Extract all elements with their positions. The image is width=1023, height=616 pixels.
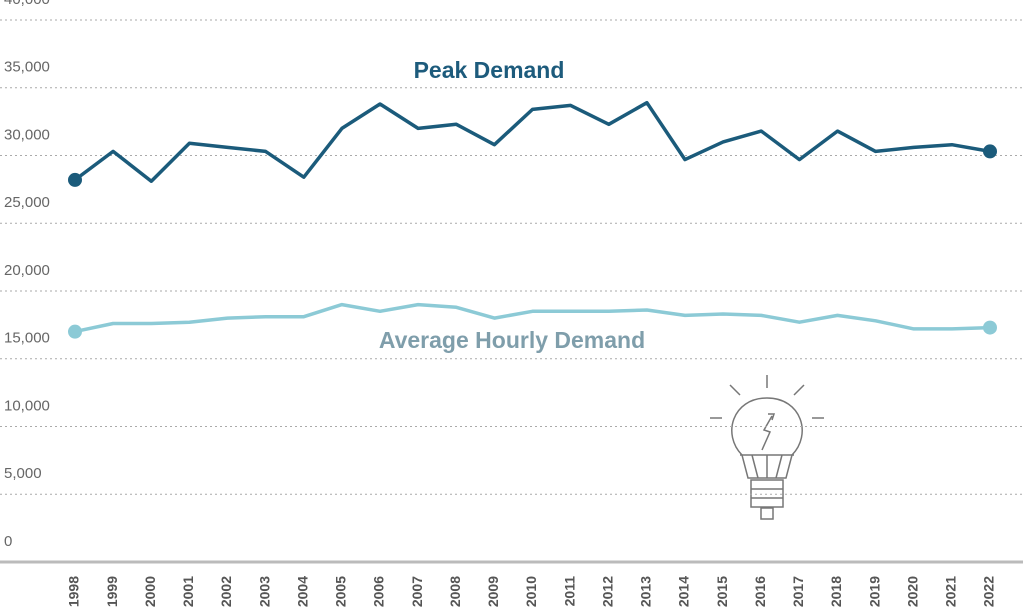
series-label: Peak Demand: [414, 57, 565, 83]
end-point: [983, 320, 997, 335]
y-tick-label: 25,000: [4, 194, 50, 211]
x-tick-label: 1998: [66, 576, 82, 607]
x-tick-label: 2021: [943, 576, 959, 607]
y-tick-label: 10,000: [4, 397, 50, 414]
y-tick-label: 35,000: [4, 59, 50, 76]
series-line: [74, 302, 991, 334]
x-tick-label: 2019: [866, 576, 882, 607]
x-tick-label: 2012: [599, 576, 615, 607]
x-tick-label: 2004: [294, 576, 310, 607]
y-tick-label: 0: [4, 533, 12, 550]
x-tick-label: 2011: [561, 576, 577, 607]
x-tick-label: 2017: [790, 576, 806, 607]
x-tick-label: 2022: [981, 576, 997, 607]
end-point: [68, 172, 82, 187]
x-tick-label: 2007: [409, 576, 425, 607]
x-tick-label: 2009: [485, 576, 501, 607]
lightbulb-icon: [710, 375, 824, 520]
x-tick-label: 2000: [142, 576, 158, 607]
x-tick-label: 2006: [371, 576, 387, 607]
x-tick-label: 2005: [333, 576, 349, 607]
x-tick-label: 1999: [104, 576, 120, 607]
x-tick-label: 2003: [256, 576, 272, 607]
x-tick-label: 2015: [714, 576, 730, 607]
x-tick-label: 2002: [218, 576, 234, 607]
y-tick-label: 15,000: [4, 330, 50, 347]
x-tick-label: 2014: [676, 576, 692, 607]
end-point: [68, 324, 82, 339]
end-point: [983, 144, 997, 159]
y-tick-label: 30,000: [4, 126, 50, 143]
x-tick-label: 2008: [447, 576, 463, 607]
x-tick-label: 2013: [638, 576, 654, 607]
series-label: Average Hourly Demand: [379, 327, 645, 353]
x-tick-label: 2018: [828, 576, 844, 607]
y-tick-label: 20,000: [4, 262, 50, 279]
x-tick-label: 2001: [180, 576, 196, 607]
y-tick-label: 5,000: [4, 465, 42, 482]
x-tick-label: 2016: [752, 576, 768, 607]
x-tick-label: 2020: [904, 576, 920, 607]
series-line: [73, 100, 991, 183]
y-tick-label: 40,000: [4, 0, 50, 8]
x-tick-label: 2010: [523, 576, 539, 607]
